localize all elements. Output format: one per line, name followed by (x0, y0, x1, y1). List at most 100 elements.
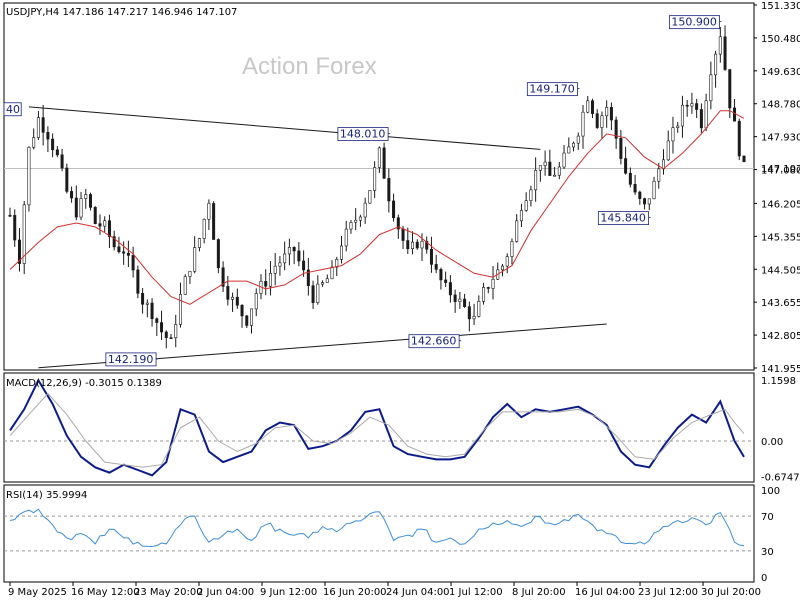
candle-body (126, 252, 130, 256)
macd-frame (3, 372, 755, 483)
candle-body (444, 279, 448, 283)
candle-body (595, 113, 599, 128)
xtick-label: 2 Jun 04:00 (197, 587, 254, 598)
candle-body (477, 301, 481, 317)
candle-body (297, 250, 301, 262)
price-ytick-label: 150.480 (761, 34, 800, 45)
candle-body (704, 100, 708, 129)
xtick-label: 23 Jul 12:00 (638, 587, 698, 598)
macd-ytick-label: -0.6747 (761, 473, 800, 484)
xtick-label: 16 May 12:00 (71, 587, 140, 598)
candle-body (103, 220, 107, 227)
candle-body (733, 107, 737, 122)
candle-body (439, 269, 443, 281)
candle-body (302, 260, 306, 271)
annotation-label: 142.190 (108, 353, 154, 366)
candle-body (363, 202, 367, 218)
candle-body (524, 200, 528, 211)
candle-body (643, 198, 647, 205)
candle-body (619, 137, 623, 159)
rsi-ytick-label: 70 (761, 512, 774, 523)
candle-body (387, 178, 391, 202)
annotation-box (3, 102, 22, 117)
candle-body (666, 140, 670, 161)
candle-body (321, 282, 325, 285)
current-price-tag: 147.107 (761, 164, 800, 175)
candle-body (221, 267, 225, 287)
candle-body (358, 216, 362, 221)
candle-body (344, 228, 348, 247)
candle-body (264, 281, 268, 287)
candle-body (36, 117, 40, 138)
candle-body (671, 127, 675, 142)
price-frame (3, 2, 755, 371)
xtick-label: 23 May 20:00 (134, 587, 203, 598)
candle-body (112, 236, 116, 248)
candle-body (107, 220, 111, 237)
price-ytick-label: 145.355 (761, 232, 800, 243)
candle-body (273, 265, 277, 274)
candle-body (690, 103, 694, 107)
candle-body (160, 322, 164, 333)
price-panel[interactable]: 150.900 149.170 148.010 145.840 142.660 142.1… (3, 15, 754, 369)
candle-body (250, 308, 254, 326)
price-ytick-label: 147.080 (761, 166, 800, 177)
candle-body (349, 222, 353, 230)
candle-body (84, 194, 88, 199)
candle-body (169, 337, 173, 339)
candle-body (207, 203, 211, 220)
xtick-label: 8 Jul 20:00 (512, 587, 566, 598)
moving-average-line (9, 110, 745, 305)
candle-body (652, 180, 656, 200)
annotation-label: 148.010 (340, 128, 386, 141)
candle-body (335, 259, 339, 268)
rsi-line (9, 508, 745, 548)
rsi-panel[interactable] (4, 508, 754, 552)
candle-body (709, 74, 713, 102)
candle-body (553, 174, 557, 177)
candle-body (742, 155, 746, 163)
candle-body (245, 315, 249, 326)
candle-body (183, 276, 187, 295)
candle-body (728, 69, 732, 109)
candle-body (145, 302, 149, 305)
candle-body (737, 120, 741, 157)
candle-body (17, 239, 21, 264)
candle-body (202, 218, 206, 239)
candle-body (240, 304, 244, 317)
xtick-label: 24 Jun 04:00 (386, 587, 450, 598)
candle-body (718, 36, 722, 55)
price-ytick-label: 148.780 (761, 100, 800, 111)
annotation-box (668, 15, 720, 30)
candle-body (306, 269, 310, 287)
candle-body (638, 191, 642, 199)
macd-signal-line (9, 392, 745, 468)
candle-body (377, 147, 381, 168)
candle-body (429, 248, 433, 265)
price-panel-header: USDJPY,H4 147.186 147.217 146.946 147.10… (6, 7, 237, 18)
xtick-label: 16 Jun 20:00 (323, 587, 387, 598)
candle-body (557, 166, 561, 176)
candle-body (581, 111, 585, 137)
annotation-box (597, 211, 649, 225)
candle-body (515, 220, 519, 242)
candle-body (339, 245, 343, 260)
candle-body (605, 107, 609, 117)
candle-body (657, 168, 661, 182)
candle-body (406, 240, 410, 250)
xtick-label: 16 Jul 04:00 (575, 587, 635, 598)
xtick-label: 1 Jul 12:00 (449, 587, 503, 598)
candle-body (590, 100, 594, 114)
candle-body (316, 283, 320, 303)
candle-body (647, 198, 651, 205)
candle-body (197, 238, 201, 248)
macd-panel[interactable] (4, 378, 754, 477)
candle-body (467, 306, 471, 320)
candle-body (633, 184, 637, 193)
candle-body (93, 207, 97, 224)
candle-body (519, 210, 523, 222)
xtick-label: 9 Jun 12:00 (260, 587, 317, 598)
candle-body (79, 198, 83, 218)
candle-body (27, 146, 31, 206)
candle-body (609, 107, 613, 121)
